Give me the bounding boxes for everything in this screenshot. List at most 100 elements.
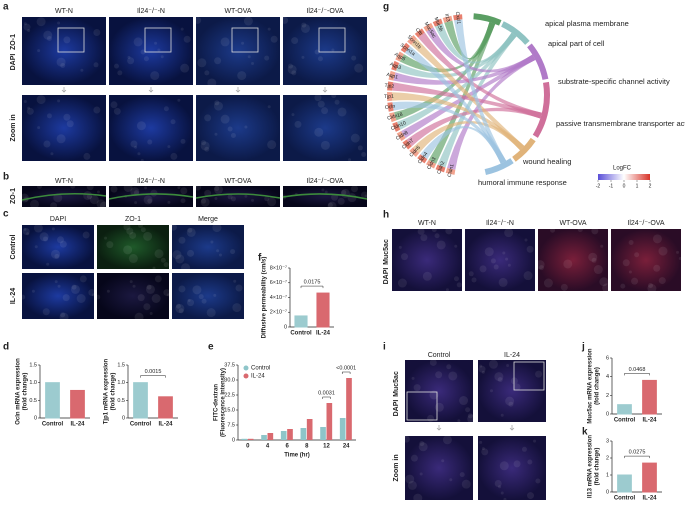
micrograph-texture: [110, 101, 118, 109]
micrograph-texture: [163, 289, 171, 297]
micrograph-texture: [413, 384, 421, 392]
gene-label: Cxcl1: [454, 11, 462, 24]
micrograph-texture: [53, 193, 63, 203]
chord-ribbon: [392, 92, 525, 151]
y-tick-label: 0.5: [29, 398, 37, 404]
micrograph-texture: [167, 145, 171, 149]
significance-bracket: [624, 373, 650, 376]
label: Merge: [198, 216, 218, 223]
term-arc: [501, 21, 530, 45]
micrograph-texture: [23, 22, 27, 26]
micrograph-texture: [494, 372, 504, 382]
y-tick-label: 4×10⁻⁷: [270, 294, 287, 301]
micrograph-texture: [60, 62, 66, 68]
y-tick-label: 0: [122, 415, 125, 421]
micrograph-texture: [481, 370, 485, 374]
micrograph-texture: [200, 140, 206, 146]
label: i: [383, 342, 386, 353]
label: Zoom in: [10, 114, 17, 141]
micrograph-texture: [287, 63, 293, 69]
micrograph-texture: [431, 227, 437, 233]
label: IL-24: [504, 352, 520, 359]
label: WT-OVA: [224, 8, 251, 15]
micrograph-texture: [505, 396, 515, 406]
micrograph-texture: [227, 126, 233, 132]
arrow: [509, 425, 515, 431]
micrograph-texture: [449, 478, 453, 482]
micrograph-texture: [220, 114, 230, 124]
bar: [45, 382, 60, 419]
y-tick-label: 15.0: [224, 407, 235, 413]
micrograph-texture: [563, 259, 573, 269]
legend-swatch: [243, 373, 249, 379]
micrograph-texture: [207, 78, 217, 88]
label: -1: [609, 183, 614, 189]
micrograph-texture: [117, 70, 123, 76]
tissue-edge: [21, 193, 107, 201]
y-tick-label: 6: [606, 355, 609, 361]
micrograph-texture: [204, 146, 210, 152]
bar: [346, 378, 352, 440]
micrograph-texture: [220, 37, 230, 47]
y-tick-label: 0: [606, 489, 609, 495]
x-tick-label: Control: [614, 418, 636, 424]
micrograph-texture: [23, 100, 27, 104]
micrograph-texture: [267, 27, 271, 31]
gene-arc: [407, 35, 417, 45]
micrograph-texture: [479, 364, 483, 368]
micrograph-texture: [505, 257, 509, 261]
term-label: apical plasma membrane: [545, 19, 629, 28]
label: Muc5ac: [393, 371, 400, 397]
gene-label: Muc5b: [433, 16, 444, 32]
micrograph-texture: [29, 199, 39, 209]
gene-arc: [417, 154, 428, 164]
chord-ribbon: [447, 54, 536, 170]
bar: [320, 427, 326, 440]
micrograph-texture: [166, 293, 170, 297]
micrograph-texture: [429, 358, 437, 366]
micrograph-texture: [264, 196, 270, 202]
gene-arc: [435, 164, 446, 173]
micrograph-texture: [210, 240, 214, 244]
micrograph-texture: [593, 265, 603, 275]
chord-ribbon: [392, 82, 542, 119]
micrograph-texture: [43, 236, 49, 242]
gene-arc: [392, 121, 401, 132]
term-arc: [512, 137, 536, 162]
label: a: [3, 2, 9, 13]
gene-arc: [432, 18, 443, 27]
micrograph-texture: [287, 65, 297, 75]
micrograph-texture: [178, 308, 184, 314]
micrograph-texture: [213, 293, 217, 297]
term-arc: [527, 43, 549, 80]
gene-label: Aqp3: [389, 61, 402, 71]
micrograph-texture: [427, 414, 435, 422]
label: DAPI: [383, 268, 390, 285]
micrograph-texture: [445, 288, 449, 292]
micrograph-texture: [88, 289, 96, 297]
x-tick-label: Control: [290, 331, 312, 337]
micrograph: [172, 273, 244, 319]
y-tick-label: 0: [232, 437, 235, 443]
color-scale: [598, 174, 650, 180]
label: DAPI: [10, 54, 17, 71]
micrograph-texture: [658, 277, 666, 285]
micrograph-texture: [133, 37, 143, 47]
micrograph-texture: [151, 294, 161, 304]
micrograph-texture: [467, 414, 477, 424]
micrograph-texture: [170, 119, 176, 125]
micrograph-texture: [457, 419, 461, 423]
micrograph-texture: [533, 439, 537, 443]
micrograph-texture: [218, 253, 222, 257]
chord-ribbon: [454, 19, 507, 164]
micrograph-texture: [170, 223, 174, 227]
micrograph-texture: [194, 16, 202, 24]
micrograph: [109, 95, 193, 161]
micrograph-texture: [76, 294, 86, 304]
micrograph-texture: [468, 271, 474, 277]
micrograph-texture: [157, 48, 161, 52]
micrograph-texture: [82, 231, 90, 239]
micrograph-texture: [600, 244, 604, 248]
micrograph-texture: [83, 191, 93, 201]
y-tick-label: 1.0: [29, 380, 37, 386]
